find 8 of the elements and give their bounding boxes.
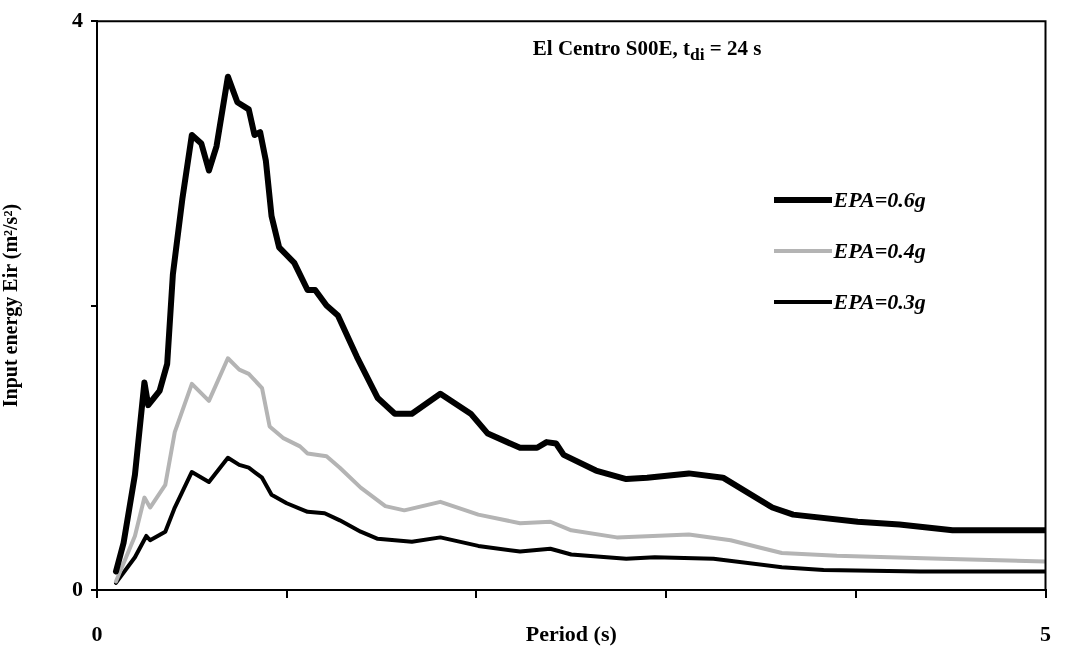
- x-axis-title: Period (s): [525, 620, 617, 646]
- x-tick-label: 5: [1040, 620, 1051, 646]
- y-tick-label: 4: [72, 6, 83, 32]
- y-axis-title: Input energy Eir (m²/s²): [0, 203, 23, 408]
- text: El Centro S00E, t$_{di}$ = 24 s: [532, 36, 762, 66]
- legend-label: EPA=0.3g: [833, 289, 926, 316]
- legend-label: EPA=0.6g: [833, 187, 926, 214]
- legend-label: EPA=0.4g: [833, 238, 926, 265]
